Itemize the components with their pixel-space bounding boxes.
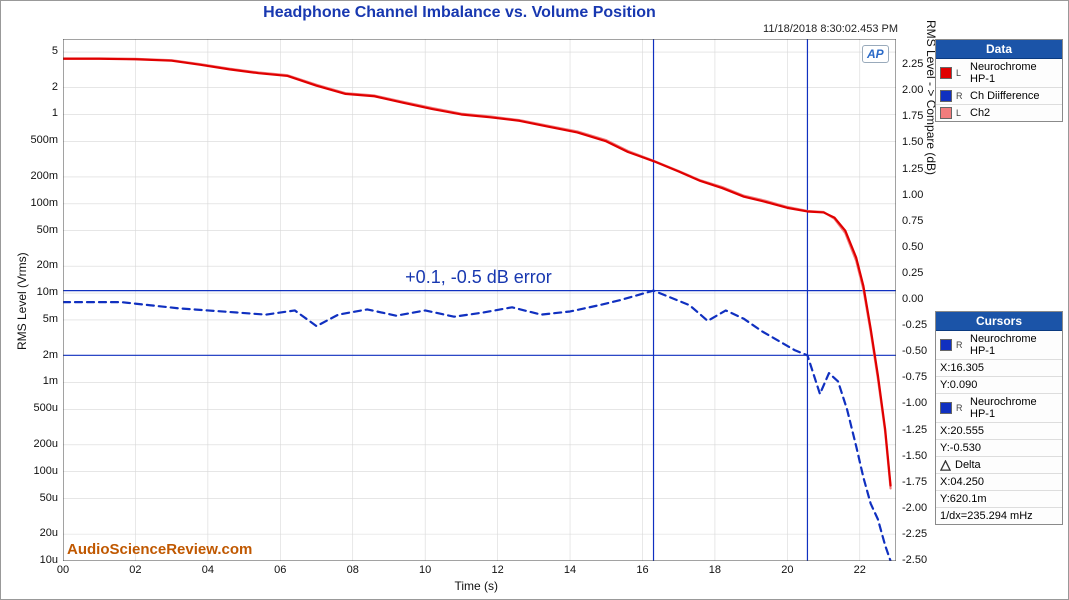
cursor-item[interactable]: R Neurochrome HP-1 [936,393,1062,422]
y-right-tick: 0.25 [902,268,952,279]
y-left-tick: 1m [13,376,58,387]
legend-item[interactable]: R Ch Diifference [936,87,1062,104]
y-left-tick: 500u [13,403,58,414]
y-left-tick: 200u [13,439,58,450]
legend-panel: Data L Neurochrome HP-1 R Ch Diifference L Ch… [935,39,1063,122]
legend-item[interactable]: L Ch2 [936,104,1062,121]
delta-dx: 1/dx=235.294 mHz [936,507,1062,524]
x-tick: 08 [338,565,368,576]
y-left-tick: 2m [13,350,58,361]
y-left-tick: 5 [13,46,58,57]
x-tick: 00 [48,565,78,576]
cursor-swatch [940,402,952,414]
error-annotation: +0.1, -0.5 dB error [405,267,552,288]
delta-y: Y:620.1m [936,490,1062,507]
cursor-y: Y:-0.530 [936,439,1062,456]
x-tick: 20 [772,565,802,576]
y-left-tick: 100m [13,198,58,209]
delta-item: Delta [936,456,1062,473]
cursor-swatch [940,339,952,351]
x-tick: 02 [120,565,150,576]
timestamp: 11/18/2018 8:30:02.453 PM [763,23,898,35]
watermark: AudioScienceReview.com [67,541,252,558]
y-left-tick: 20m [13,260,58,271]
y-left-tick: 2 [13,82,58,93]
legend-swatch [940,67,952,79]
cursor-side: R [956,403,966,413]
legend-side: L [956,68,966,78]
cursor-label: Neurochrome HP-1 [970,333,1058,357]
legend-side: L [956,108,966,118]
legend-header: Data [936,40,1062,59]
y-left-tick: 100u [13,466,58,477]
cursor-x: X:16.305 [936,359,1062,376]
cursors-header: Cursors [936,312,1062,331]
delta-icon [940,460,951,471]
legend-swatch [940,90,952,102]
cursor-y: Y:0.090 [936,376,1062,393]
legend-label: Ch Diifference [970,90,1040,102]
x-tick: 22 [845,565,875,576]
cursor-label: Neurochrome HP-1 [970,396,1058,420]
y-left-tick: 50m [13,225,58,236]
y-right-tick: -2.50 [902,555,952,566]
y-right-tick: 1.50 [902,137,952,148]
cursor-item[interactable]: R Neurochrome HP-1 [936,331,1062,359]
y-right-tick: 1.25 [902,164,952,175]
y-left-tick: 5m [13,314,58,325]
cursor-side: R [956,340,966,350]
ap-logo: AP [862,45,889,63]
chart-container: Headphone Channel Imbalance vs. Volume P… [0,0,1069,600]
y-right-tick: 0.50 [902,242,952,253]
legend-item[interactable]: L Neurochrome HP-1 [936,59,1062,87]
y-left-tick: 1 [13,108,58,119]
y-right-tick: 1.00 [902,190,952,201]
x-tick: 16 [627,565,657,576]
cursors-panel: Cursors R Neurochrome HP-1 X:16.305Y:0.090… [935,311,1063,525]
y-left-tick: 200m [13,171,58,182]
x-tick: 14 [555,565,585,576]
delta-x: X:04.250 [936,473,1062,490]
y-right-tick: 0.00 [902,294,952,305]
x-tick: 04 [193,565,223,576]
x-tick: 06 [265,565,295,576]
y-left-tick: 50u [13,493,58,504]
y-left-tick: 500m [13,135,58,146]
y-right-tick: 0.75 [902,216,952,227]
y-left-tick: 20u [13,528,58,539]
legend-side: R [956,91,966,101]
legend-swatch [940,107,952,119]
x-tick: 12 [483,565,513,576]
y-right-tick: -2.25 [902,529,952,540]
x-axis-label: Time (s) [455,579,499,593]
legend-label: Ch2 [970,107,990,119]
x-tick: 10 [410,565,440,576]
chart-title: Headphone Channel Imbalance vs. Volume P… [1,4,918,22]
legend-label: Neurochrome HP-1 [970,61,1058,85]
chart-plot [63,39,896,561]
x-tick: 18 [700,565,730,576]
cursor-x: X:20.555 [936,422,1062,439]
y-left-tick: 10m [13,287,58,298]
delta-label: Delta [955,459,981,471]
